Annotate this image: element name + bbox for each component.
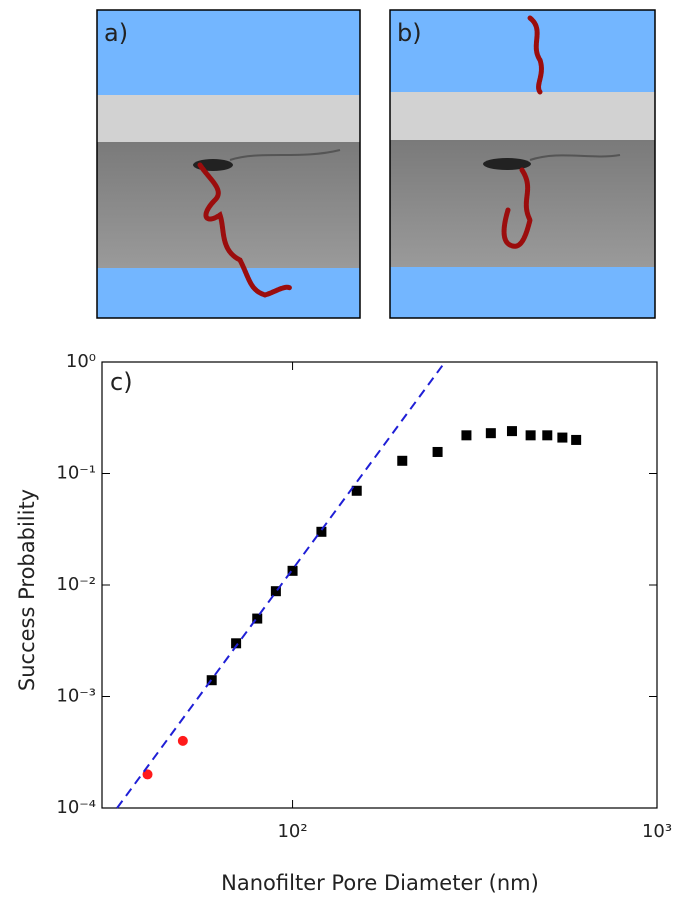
point [542,430,553,441]
y-tick-label: 10⁻¹ [56,463,96,484]
panel-label: a) [104,19,128,47]
point [397,455,408,466]
panel-b: b) [389,9,656,319]
fit-line [116,361,446,809]
point [316,526,327,537]
x-tick-label: 10² [277,821,307,842]
point [287,565,298,576]
x-axis-title: Nanofilter Pore Diameter (nm) [221,871,539,895]
point [206,675,217,686]
point [461,430,472,441]
point [506,426,517,437]
point [142,769,153,780]
point [177,735,188,746]
chart: c) Nanofilter Pore Diameter (nm) Success… [15,351,672,895]
y-tick-label: 10⁰ [66,351,96,372]
point [525,430,536,441]
point [270,586,281,597]
point [252,613,263,624]
point [351,485,362,496]
y-tick-label: 10⁻⁴ [56,797,96,818]
y-tick-label: 10⁻³ [56,686,96,707]
x-tick-label: 10³ [642,821,672,842]
point [485,428,496,439]
point [231,638,242,649]
panel-a: a) [96,9,361,319]
y-axis-title: Success Probability [15,489,39,691]
point [432,446,443,457]
panel-label: c) [110,368,133,396]
point [571,434,582,445]
point [557,432,568,443]
panel-label: b) [397,19,422,47]
y-tick-label: 10⁻² [56,574,96,595]
